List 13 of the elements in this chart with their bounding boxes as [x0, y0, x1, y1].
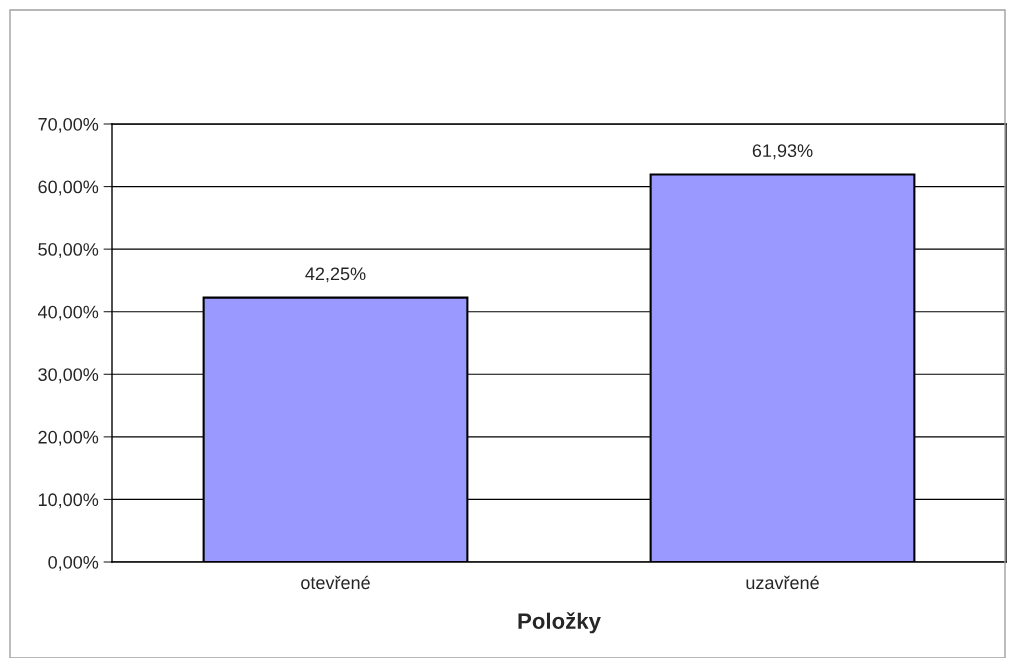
y-tick-label: 10,00%	[38, 493, 99, 509]
x-tick-label: otevřené	[301, 575, 370, 590]
y-tick-label: 70,00%	[38, 117, 99, 133]
y-tick-label: 60,00%	[38, 180, 99, 196]
data-label: 61,93%	[752, 144, 813, 160]
x-axis-title: Položky	[518, 612, 601, 634]
y-tick-label: 40,00%	[37, 305, 99, 321]
y-tick-label: 50,00%	[38, 243, 99, 258]
y-tick-label: 30,00%	[38, 368, 99, 384]
x-tick-label: uzavřené	[746, 575, 819, 590]
y-tick-label: 20,00%	[38, 430, 99, 446]
data-label: 42,25%	[305, 267, 366, 283]
y-tick-label: 0,00%	[48, 555, 99, 571]
